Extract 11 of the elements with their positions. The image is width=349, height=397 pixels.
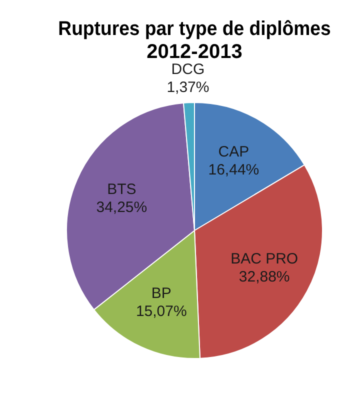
data-label: 15,07% — [136, 302, 187, 320]
slice-label: BP — [151, 284, 172, 302]
slice-label: CAP — [218, 144, 250, 161]
data-label: 32,88% — [238, 268, 290, 286]
chart-title: Ruptures par type de diplômes 2012-2013 — [58, 18, 331, 64]
data-label: 16,44% — [208, 162, 260, 179]
slice-label: DCG — [171, 60, 205, 78]
data-label: 1,37% — [166, 78, 210, 96]
slice-label: BTS — [107, 181, 136, 198]
data-label: 34,25% — [96, 199, 148, 216]
slice-label: BAC PRO — [230, 250, 298, 268]
